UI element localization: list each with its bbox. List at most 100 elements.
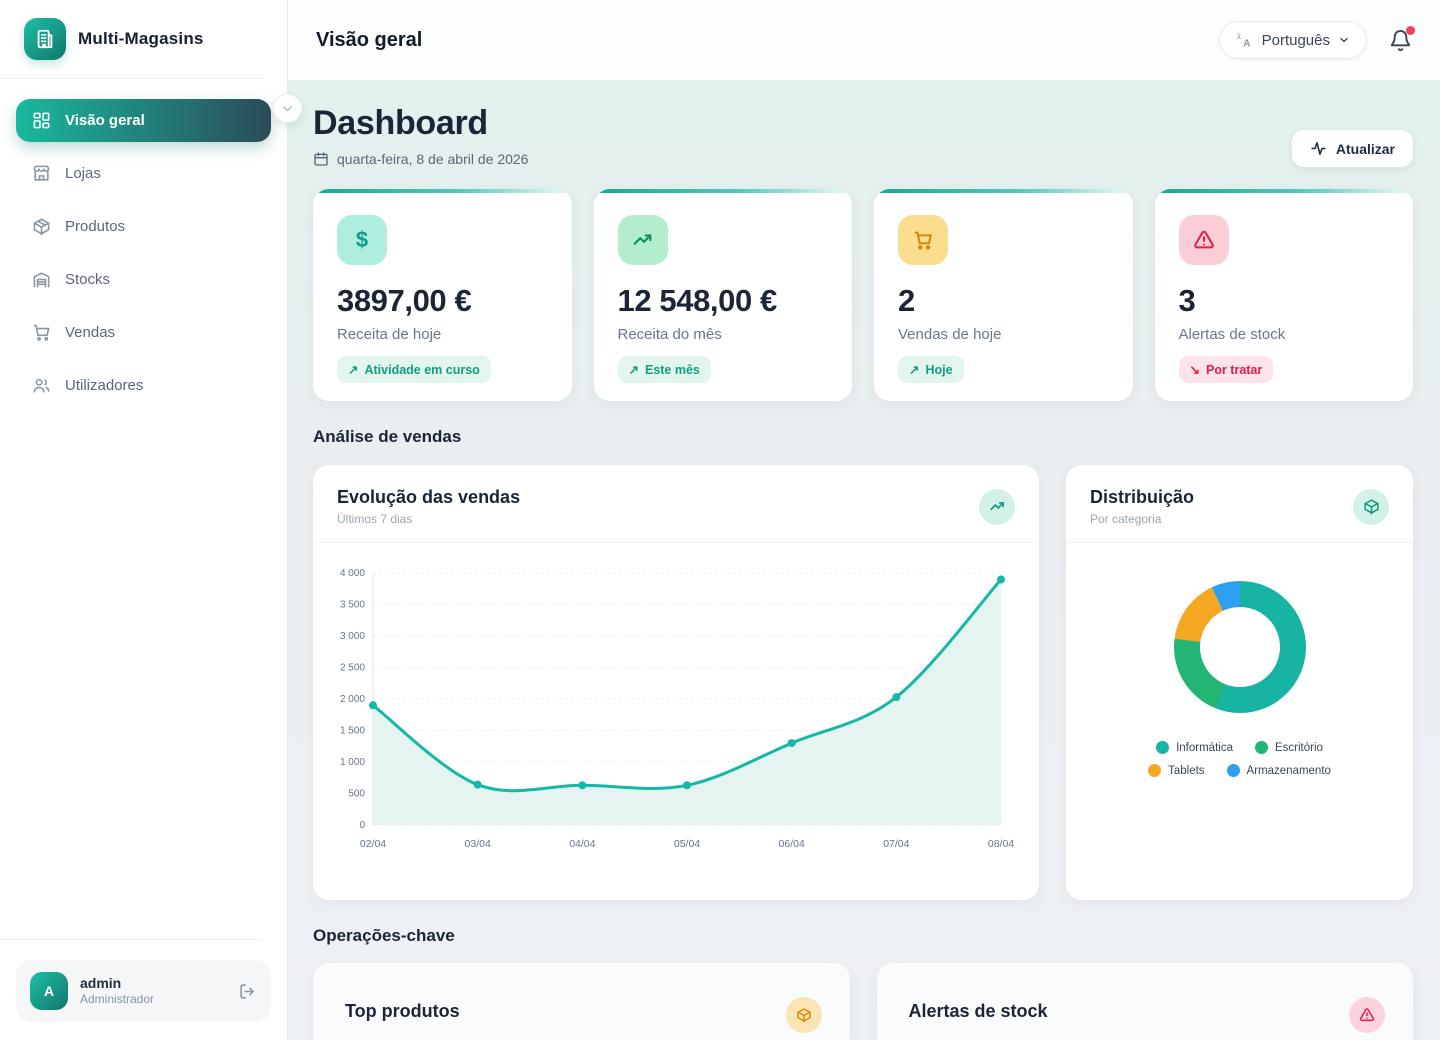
topbar: Visão geral x̄ A Português — [288, 0, 1440, 80]
sidebar: Multi-Magasins Visão geral Lojas Produto… — [0, 0, 288, 1040]
card-title: Top produtos — [345, 1000, 460, 1021]
avatar: A — [30, 972, 68, 1010]
user-name: admin — [80, 974, 122, 991]
stat-card-stock-alerts: 3 Alertas de stock ↘ Por tratar — [1154, 189, 1413, 401]
chevron-down-icon — [281, 102, 294, 115]
arrow-up-right-icon: ↗ — [348, 363, 359, 377]
stat-label: Receita de hoje — [337, 326, 442, 343]
refresh-label: Atualizar — [1335, 140, 1395, 157]
notification-dot — [1406, 25, 1415, 35]
donut-legend: Informática Escritório Tablets Armazenam… — [1090, 741, 1390, 777]
users-icon — [32, 376, 51, 395]
package-icon — [785, 997, 822, 1033]
legend-dot — [1254, 741, 1268, 754]
svg-text:3 500: 3 500 — [340, 600, 365, 611]
card-accent — [874, 189, 1133, 193]
stat-card-revenue-today: $ 3897,00 € Receita de hoje ↗ Atividade … — [313, 189, 572, 401]
app-name: Multi-Magasins — [78, 29, 204, 48]
cart-icon — [32, 323, 51, 342]
alert-triangle-icon — [1349, 997, 1385, 1033]
translate-icon: x̄ A — [1236, 31, 1254, 49]
alert-triangle-icon — [1178, 215, 1229, 265]
svg-text:04/04: 04/04 — [569, 838, 595, 850]
svg-text:05/04: 05/04 — [674, 838, 700, 850]
stat-value: 3897,00 € — [337, 283, 472, 318]
arrow-down-right-icon: ↘ — [1189, 363, 1200, 377]
chevron-down-icon — [1338, 34, 1350, 46]
svg-text:1 000: 1 000 — [340, 757, 365, 768]
sidebar-item-label: Stocks — [65, 271, 111, 288]
distribution-card: Distribuição Por categoria Informática E… — [1066, 465, 1413, 900]
svg-text:08/04: 08/04 — [988, 838, 1014, 850]
user-divider — [0, 939, 263, 940]
sidebar-item-label: Visão geral — [65, 112, 145, 129]
stat-value: 2 — [898, 283, 915, 318]
line-chart: 0 500 1 000 1 500 2 000 2 500 3 000 3 500 4 000 0… — [313, 543, 1039, 864]
dashboard-content: Dashboard quarta-feira, 8 de abril de 20… — [288, 80, 1440, 1040]
logout-icon — [238, 982, 257, 1001]
building-icon — [34, 28, 56, 50]
svg-text:0: 0 — [359, 820, 365, 831]
language-selector[interactable]: x̄ A Português — [1218, 21, 1367, 59]
svg-text:3 000: 3 000 — [340, 631, 365, 642]
chart-title: Distribuição — [1090, 487, 1195, 507]
stats-row: $ 3897,00 € Receita de hoje ↗ Atividade … — [313, 189, 1413, 401]
bell-icon — [1389, 29, 1412, 52]
user-role: Administrador — [80, 992, 155, 1007]
sidebar-item-label: Produtos — [65, 218, 126, 235]
card-title: Alertas de stock — [908, 1000, 1048, 1021]
app-logo-row: Multi-Magasins — [0, 0, 287, 78]
sidebar-item-stocks[interactable]: Stocks — [16, 258, 271, 301]
legend-item: Escritório — [1254, 741, 1323, 754]
section-title-operations: Operações-chave — [313, 926, 455, 945]
notifications-button[interactable] — [1389, 25, 1415, 52]
sidebar-item-utilizadores[interactable]: Utilizadores — [16, 364, 271, 407]
trending-up-icon — [979, 488, 1015, 525]
status-badge: ↗ Este mês — [617, 356, 711, 383]
card-accent — [1154, 189, 1413, 193]
app-logo — [24, 18, 66, 60]
stock-alerts-card: Alertas de stock — [876, 963, 1413, 1040]
svg-text:1 500: 1 500 — [340, 726, 365, 737]
stat-label: Vendas de hoje — [898, 326, 1002, 343]
svg-text:500: 500 — [348, 789, 365, 800]
sidebar-item-vendas[interactable]: Vendas — [16, 311, 271, 354]
chart-title: Evolução das vendas — [337, 487, 521, 507]
legend-item: Armazenamento — [1226, 764, 1331, 777]
page-title: Dashboard — [313, 104, 488, 142]
sidebar-item-lojas[interactable]: Lojas — [16, 152, 271, 195]
legend-dot — [1226, 764, 1240, 777]
chart-subtitle: Últimos 7 dias — [337, 512, 413, 526]
sidebar-divider — [0, 78, 263, 79]
sidebar-item-label: Utilizadores — [65, 377, 144, 394]
sidebar-item-visao-geral[interactable]: Visão geral — [16, 99, 271, 142]
donut-hole — [1199, 607, 1280, 687]
svg-text:2 000: 2 000 — [340, 694, 365, 705]
stat-value: 3 — [1178, 283, 1196, 318]
stat-label: Alertas de stock — [1178, 326, 1286, 343]
sidebar-item-label: Lojas — [65, 165, 101, 182]
store-icon — [32, 164, 51, 183]
grid-icon — [32, 111, 51, 130]
donut-ring — [1173, 581, 1306, 713]
calendar-icon — [313, 151, 329, 167]
sidebar-collapse-button[interactable] — [273, 94, 302, 123]
card-accent — [313, 189, 572, 193]
legend-dot — [1148, 764, 1162, 777]
svg-text:06/04: 06/04 — [779, 838, 805, 850]
section-title-sales: Análise de vendas — [313, 427, 462, 446]
stat-card-revenue-month: 12 548,00 € Receita do mês ↗ Este mês — [593, 189, 852, 401]
warehouse-icon — [32, 270, 51, 289]
user-card[interactable]: A admin Administrador — [16, 960, 271, 1022]
sidebar-nav: Visão geral Lojas Produtos Stocks Vendas — [0, 79, 287, 427]
sidebar-item-produtos[interactable]: Produtos — [16, 205, 271, 248]
status-badge: ↘ Por tratar — [1178, 356, 1274, 383]
svg-text:A: A — [1243, 38, 1250, 49]
language-label: Português — [1261, 31, 1330, 49]
donut-chart: Informática Escritório Tablets Armazenam… — [1066, 543, 1413, 777]
card-accent — [593, 189, 852, 193]
refresh-button[interactable]: Atualizar — [1291, 130, 1413, 167]
logout-button[interactable] — [238, 982, 257, 1001]
svg-text:2 500: 2 500 — [340, 663, 365, 674]
stat-value: 12 548,00 € — [617, 283, 778, 318]
